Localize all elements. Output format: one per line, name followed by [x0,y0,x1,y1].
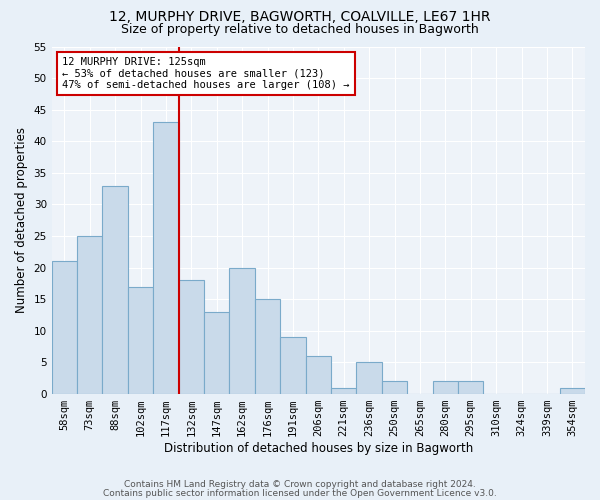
Bar [52,262,77,394]
Text: 12, MURPHY DRIVE, BAGWORTH, COALVILLE, LE67 1HR: 12, MURPHY DRIVE, BAGWORTH, COALVILLE, L… [109,10,491,24]
Bar [179,280,204,394]
Bar [356,362,382,394]
X-axis label: Distribution of detached houses by size in Bagworth: Distribution of detached houses by size … [164,442,473,455]
Bar [305,356,331,394]
Bar [204,312,229,394]
Text: Size of property relative to detached houses in Bagworth: Size of property relative to detached ho… [121,22,479,36]
Bar [433,382,458,394]
Text: 12 MURPHY DRIVE: 125sqm
← 53% of detached houses are smaller (123)
47% of semi-d: 12 MURPHY DRIVE: 125sqm ← 53% of detache… [62,57,350,90]
Bar [331,388,356,394]
Bar [255,300,280,394]
Bar [280,337,305,394]
Bar [560,388,585,394]
Bar [153,122,179,394]
Bar [103,186,128,394]
Y-axis label: Number of detached properties: Number of detached properties [15,128,28,314]
Bar [382,382,407,394]
Bar [77,236,103,394]
Bar [458,382,484,394]
Bar [229,268,255,394]
Bar [128,286,153,394]
Text: Contains HM Land Registry data © Crown copyright and database right 2024.: Contains HM Land Registry data © Crown c… [124,480,476,489]
Text: Contains public sector information licensed under the Open Government Licence v3: Contains public sector information licen… [103,488,497,498]
